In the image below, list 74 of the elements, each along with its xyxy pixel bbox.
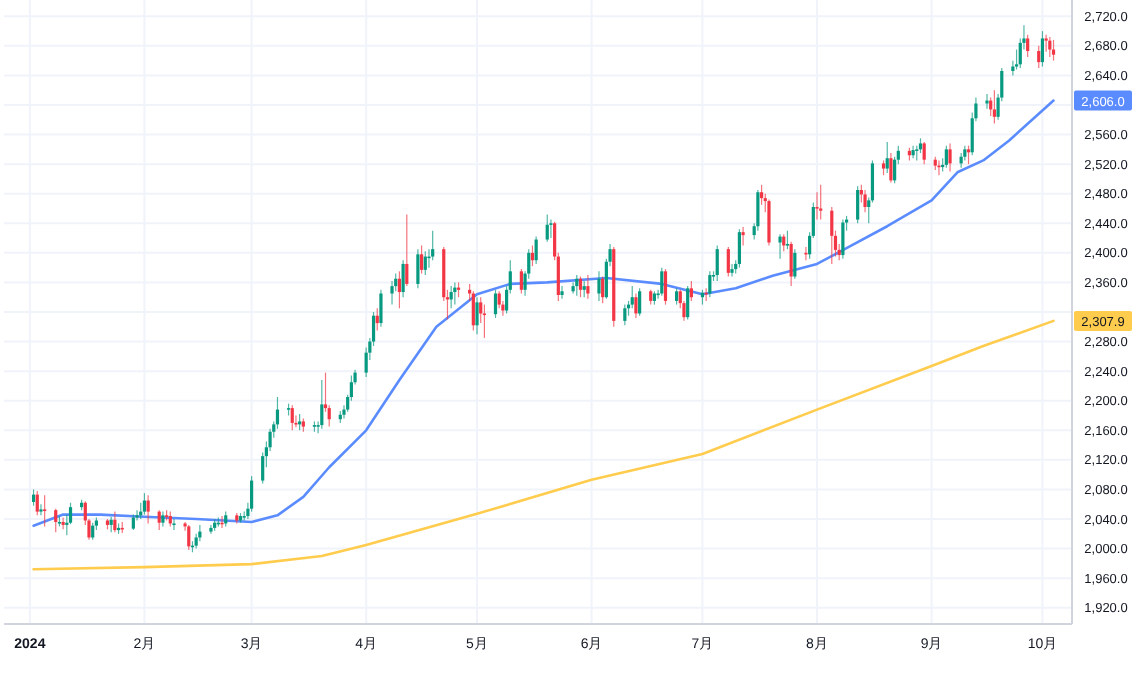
- candlestick: [390, 280, 394, 306]
- candlestick: [401, 259, 405, 298]
- candlestick: [364, 346, 368, 378]
- candlestick: [250, 475, 254, 513]
- candlestick: [113, 511, 117, 533]
- line-series: [32, 319, 1055, 571]
- candlestick: [863, 189, 867, 213]
- candlestick: [756, 189, 760, 232]
- candlestick: [1037, 45, 1041, 69]
- candlestick: [39, 503, 43, 516]
- candlestick: [737, 228, 741, 269]
- candlestick: [1048, 36, 1052, 58]
- candlestick: [61, 516, 65, 530]
- candlestick: [789, 241, 793, 287]
- candlestick: [519, 268, 523, 295]
- candlestick: [586, 274, 590, 300]
- candlestick: [885, 141, 889, 174]
- candlestick: [630, 285, 634, 309]
- candlestick: [1026, 34, 1030, 58]
- candlestick: [416, 248, 420, 289]
- candlestick: [560, 285, 564, 300]
- candlestick: [759, 184, 764, 206]
- candlestick: [741, 226, 745, 247]
- candlestick: [686, 285, 690, 320]
- candlestick: [405, 213, 409, 287]
- candlestick: [715, 244, 719, 282]
- candlestick: [534, 235, 538, 265]
- candlestick: [43, 494, 47, 528]
- candlestick: [944, 145, 948, 169]
- candlestick: [660, 267, 664, 297]
- candlestick: [634, 292, 638, 319]
- line-series: [32, 99, 1055, 527]
- candlestick: [601, 275, 605, 304]
- candlestick: [549, 218, 553, 239]
- candlestick: [819, 184, 823, 221]
- candlestick: [985, 93, 989, 110]
- candlestick: [471, 290, 475, 332]
- candlestick: [623, 304, 627, 326]
- candlestick: [135, 509, 139, 522]
- candlestick: [142, 492, 147, 516]
- candlestick: [35, 490, 39, 516]
- candlestick: [482, 304, 487, 339]
- candlestick: [922, 141, 926, 165]
- candlestick: [379, 289, 383, 328]
- candlestick: [841, 218, 845, 260]
- candlestick: [889, 152, 893, 184]
- candlestick: [157, 509, 161, 531]
- candlestick: [172, 518, 176, 531]
- candlestick: [290, 404, 294, 431]
- candlestick: [948, 142, 952, 173]
- candlestick: [146, 494, 150, 525]
- candlestick: [187, 524, 191, 551]
- candlestick: [793, 248, 797, 280]
- candlestick: [1040, 30, 1045, 68]
- candlestick: [730, 263, 734, 278]
- candlestick: [992, 89, 996, 125]
- candlestick: [475, 296, 479, 335]
- candlestick: [778, 233, 782, 260]
- candlestick: [638, 287, 642, 317]
- candlestick: [1044, 34, 1048, 53]
- candlestick: [545, 213, 549, 243]
- candlestick: [423, 250, 427, 276]
- candlestick: [911, 145, 915, 159]
- candlestick: [597, 270, 601, 302]
- candlestick: [689, 280, 693, 302]
- candlestick: [54, 508, 58, 533]
- candlestick: [815, 191, 819, 221]
- candlestick: [663, 268, 668, 306]
- candlestick: [726, 246, 730, 278]
- candlestick: [320, 379, 324, 430]
- candlestick: [767, 199, 771, 247]
- candlestick: [830, 206, 834, 265]
- candlestick: [708, 270, 712, 298]
- candlestick: [431, 230, 435, 261]
